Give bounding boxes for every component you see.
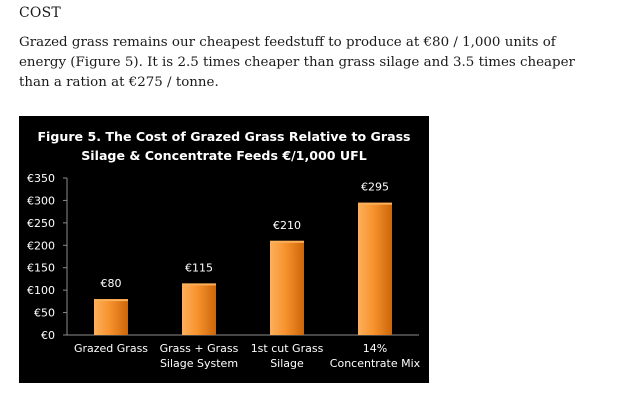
chart-plot: €0 €50 €100 €150 €200 €250 €300 €350 €80 Grazed … [27, 172, 421, 370]
x-tick-label: 1st cut Grass [251, 342, 324, 355]
data-label: €210 [273, 219, 301, 232]
x-tick-label: Grazed Grass [74, 342, 148, 355]
x-tick-label: 14% [363, 342, 387, 355]
body-paragraph: Grazed grass remains our cheapest feedst… [19, 35, 575, 90]
x-tick-label: Silage [270, 357, 304, 370]
y-tick-label: €50 [34, 307, 55, 320]
y-tick-label: €250 [27, 217, 55, 230]
section-heading: COST [19, 5, 61, 21]
bar-top-highlight [182, 283, 216, 286]
y-tick-label: €200 [27, 239, 55, 252]
data-label: €80 [101, 277, 122, 290]
chart-title-line-1: Figure 5. The Cost of Grazed Grass Relat… [37, 129, 411, 144]
data-label: €115 [185, 261, 213, 274]
x-tick-label: Silage System [160, 357, 238, 370]
bar [182, 283, 216, 335]
data-label: €295 [361, 181, 389, 194]
bar [358, 202, 392, 335]
bar [94, 299, 128, 335]
bar-top-highlight [270, 240, 304, 243]
y-tick-label: €100 [27, 284, 55, 297]
y-tick-label: €300 [27, 194, 55, 207]
x-tick-label: Grass + Grass [160, 342, 239, 355]
bar [270, 240, 304, 335]
y-tick-label: €150 [27, 262, 55, 275]
y-tick-label: €0 [41, 329, 55, 342]
bar-top-highlight [358, 202, 392, 205]
bar-top-highlight [94, 299, 128, 302]
figure-5-chart: Figure 5. The Cost of Grazed Grass Relat… [19, 116, 429, 383]
x-tick-label: Concentrate Mix [330, 357, 421, 370]
y-tick-label: €350 [27, 172, 55, 185]
chart-title-line-2: Silage & Concentrate Feeds €/1,000 UFL [81, 148, 367, 163]
chart-title: Figure 5. The Cost of Grazed Grass Relat… [19, 127, 429, 165]
